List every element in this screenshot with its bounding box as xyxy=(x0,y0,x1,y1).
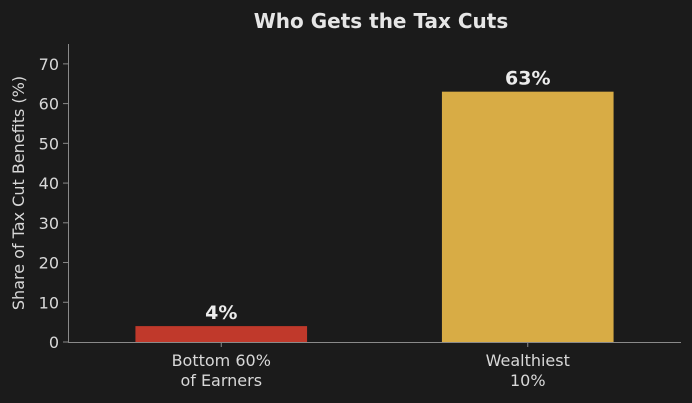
chart-title: Who Gets the Tax Cuts xyxy=(254,9,509,33)
data-label: 4% xyxy=(205,302,237,324)
x-tick-label: Bottom 60% of Earners xyxy=(172,351,271,390)
y-tick-label: 20 xyxy=(39,254,59,273)
bars xyxy=(135,91,614,343)
y-axis-ticks: 0 10 20 30 40 50 60 70 xyxy=(39,55,68,352)
y-tick-label: 60 xyxy=(39,95,59,114)
x-axis-ticks: Bottom 60% of Earners Wealthiest 10% xyxy=(172,342,570,390)
bar xyxy=(441,91,614,343)
data-label: 63% xyxy=(505,68,550,90)
data-labels: 4% 63% xyxy=(205,68,550,324)
y-tick-label: 70 xyxy=(39,55,59,74)
y-tick-label: 30 xyxy=(39,214,59,233)
x-tick-label: Wealthiest 10% xyxy=(486,351,570,390)
bar xyxy=(135,326,308,342)
y-tick-label: 10 xyxy=(39,293,59,312)
y-tick-label: 50 xyxy=(39,134,59,153)
y-tick-label: 0 xyxy=(49,333,59,352)
y-axis-label: Share of Tax Cut Benefits (%) xyxy=(9,76,28,310)
y-tick-label: 40 xyxy=(39,174,59,193)
